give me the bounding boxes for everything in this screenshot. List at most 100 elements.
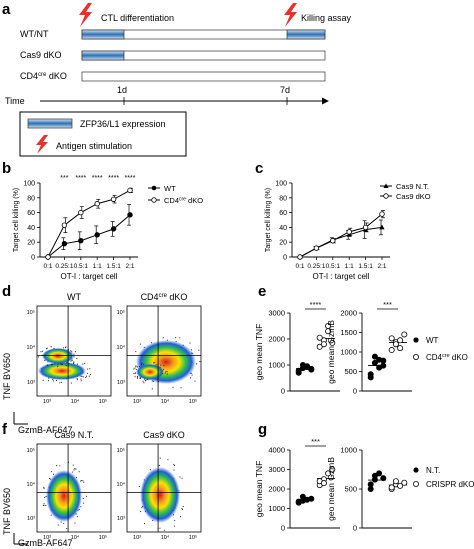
- event-dot: [51, 363, 53, 365]
- event-dot: [57, 364, 59, 366]
- y-tick-label: 3000: [268, 465, 285, 474]
- panel-label-g: g: [258, 421, 267, 438]
- legend-g-ko-marker: [412, 480, 419, 487]
- event-dot: [174, 519, 176, 521]
- event-dot: [133, 372, 135, 374]
- x-tick-label: 10⁵: [99, 534, 107, 541]
- y-tick-label: 0: [353, 524, 357, 533]
- y-tick-label: 0: [281, 524, 285, 533]
- data-point: [313, 245, 320, 251]
- data-point: [401, 479, 408, 486]
- y-tick-label: 2000: [268, 335, 285, 344]
- event-dot: [80, 378, 82, 380]
- y-tick-label: 100: [275, 181, 287, 188]
- data-point: [397, 337, 404, 344]
- panel-b: b 0 20 40 60 80 100 0:1 0.25:1 0.5:1 1:1 1.5:1 2:1 T…: [2, 160, 203, 281]
- event-dot: [151, 388, 153, 390]
- data-point: [94, 201, 100, 207]
- x-tick-label: 0.25:1: [55, 263, 73, 270]
- event-dot: [57, 366, 59, 368]
- y-tick-label: 40: [27, 225, 35, 232]
- event-dot: [74, 351, 76, 353]
- x-tick-label: 1.5:1: [358, 263, 373, 270]
- y-tick-label: 2000: [268, 485, 285, 494]
- data-point: [388, 347, 395, 354]
- event-dot: [70, 382, 72, 384]
- legend-c-ko: Cas9 dKO: [396, 192, 431, 201]
- data-point: [299, 493, 306, 500]
- y-tick-label: 60: [279, 210, 287, 217]
- data-point: [329, 466, 336, 473]
- event-dot: [133, 368, 135, 370]
- event-dot: [51, 364, 53, 366]
- panel-e: e 0 1000 2000 3000 geo mean TNF **** 0 500 1000 1…: [254, 283, 468, 396]
- event-dot: [135, 351, 137, 353]
- event-dot: [138, 365, 140, 367]
- event-dot: [43, 504, 45, 506]
- y-tick-label: 1000: [268, 504, 285, 513]
- event-dot: [165, 371, 167, 373]
- legend-b-ko-marker: [151, 197, 157, 203]
- event-dot: [76, 378, 78, 380]
- flow-d-title-ko: CD4cre dKO: [141, 292, 188, 302]
- y-tick-label: 2000: [340, 309, 357, 318]
- y-tick-label: 10⁴: [117, 481, 126, 488]
- panel-label-d: d: [2, 283, 11, 300]
- y-tick-label: 60: [27, 210, 35, 217]
- event-dot: [182, 508, 184, 510]
- panel-a: a CTL differentiation Killing assay WT/N…: [2, 1, 352, 157]
- event-dot: [63, 347, 65, 349]
- series-line: [47, 214, 131, 258]
- event-dot: [82, 497, 84, 499]
- event-dot: [180, 387, 182, 389]
- event-dot: [159, 464, 161, 466]
- data-point: [110, 196, 117, 202]
- data-point: [371, 472, 378, 479]
- significance-label: ***: [383, 300, 392, 309]
- timeline-bar-cd4cre-dko: [81, 71, 326, 82]
- event-dot: [179, 476, 181, 478]
- event-dot: [74, 468, 76, 470]
- flow-d-xlabel: GzmB-AF647: [18, 425, 73, 435]
- flow-f-plots: 10⁵ 10⁴ 10³ 10³ 10⁴ 10⁵ 10⁵ 10⁴ 10³ 10³ 10⁴ 10⁵: [27, 443, 202, 541]
- data-point: [392, 478, 399, 485]
- event-dot: [73, 469, 75, 471]
- data-point: [379, 224, 385, 230]
- data-point: [304, 363, 311, 370]
- event-dot: [181, 477, 183, 479]
- event-dot: [163, 369, 165, 371]
- event-dot: [140, 364, 142, 366]
- x-tick-label: 1:1: [93, 263, 102, 270]
- event-dot: [75, 468, 77, 470]
- data-point: [401, 331, 408, 338]
- legend-c-ko-marker: [383, 193, 389, 199]
- density-blob: [42, 348, 74, 364]
- x-tick-label: 0.5:1: [326, 263, 341, 270]
- panel-label-c: c: [255, 160, 263, 177]
- data-point: [397, 345, 404, 352]
- event-dot: [38, 356, 40, 358]
- event-dot: [52, 378, 54, 380]
- event-dot: [191, 374, 193, 376]
- data-point: [297, 254, 303, 260]
- event-dot: [60, 521, 62, 523]
- event-dot: [196, 363, 198, 365]
- event-dot: [137, 366, 139, 368]
- event-dot: [166, 373, 168, 375]
- event-dot: [141, 362, 143, 364]
- event-dot: [70, 350, 72, 352]
- y-tick-label: 10⁴: [27, 481, 36, 488]
- event-dot: [80, 506, 82, 508]
- event-dot: [76, 357, 78, 359]
- row-label-cd4cre-dko: CD4cre dKO: [20, 71, 67, 81]
- event-dot: [82, 363, 84, 365]
- event-dot: [194, 380, 196, 382]
- y-tick-label: 10⁵: [27, 447, 35, 454]
- y-tick-label: 1000: [340, 348, 357, 357]
- data-point: [110, 226, 117, 232]
- event-dot: [56, 465, 58, 467]
- y-tick-label: 10³: [117, 516, 125, 522]
- y-axis-label: geo mean TNF: [254, 461, 264, 518]
- data-point: [325, 470, 332, 477]
